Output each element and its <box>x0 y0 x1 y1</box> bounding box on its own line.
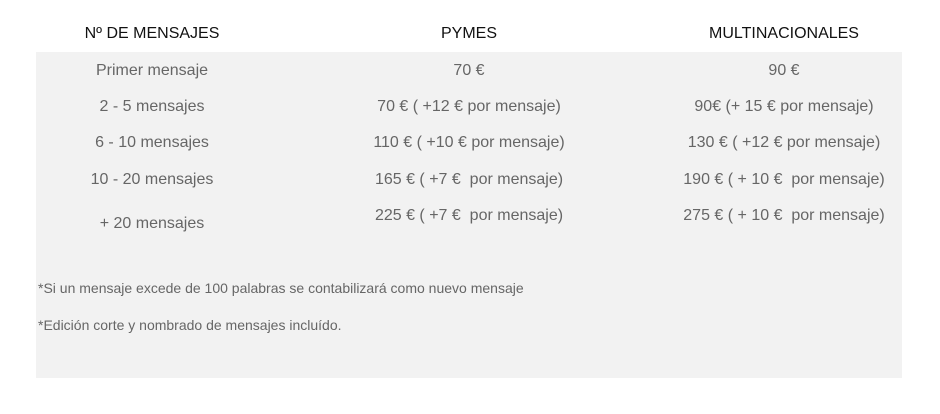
multinacionales-price: 130 € ( +12 € por mensaje) <box>687 134 881 151</box>
pricing-table-body <box>36 52 902 378</box>
multinacionales-price: 90 € <box>768 62 800 79</box>
note-editing-included: *Edición corte y nombrado de mensajes in… <box>38 317 342 333</box>
row-label: 2 - 5 mensajes <box>99 98 205 115</box>
multinacionales-price: 275 € ( + 10 € por mensaje) <box>683 207 885 224</box>
multinacionales-price: 190 € ( + 10 € por mensaje) <box>683 171 885 188</box>
pymes-price: 225 € ( +7 € por mensaje) <box>374 207 564 224</box>
multinacionales-price: 90€ (+ 15 € por mensaje) <box>694 98 874 115</box>
pymes-price: 70 € ( +12 € por mensaje) <box>377 98 561 115</box>
pymes-price: 110 € ( +10 € por mensaje) <box>373 134 565 151</box>
row-label: + 20 mensajes <box>99 215 205 232</box>
row-label: 10 - 20 mensajes <box>90 171 214 188</box>
row-label: 6 - 10 mensajes <box>95 134 209 151</box>
row-label: Primer mensaje <box>95 62 209 79</box>
header-pymes: PYMES <box>440 25 498 42</box>
pymes-price: 165 € ( +7 € por mensaje) <box>374 171 564 188</box>
note-word-limit: *Si un mensaje excede de 100 palabras se… <box>38 280 524 296</box>
header-multinacionales: MULTINACIONALES <box>709 25 859 42</box>
pymes-price: 70 € <box>453 62 485 79</box>
header-messages: Nº DE MENSAJES <box>84 25 220 42</box>
